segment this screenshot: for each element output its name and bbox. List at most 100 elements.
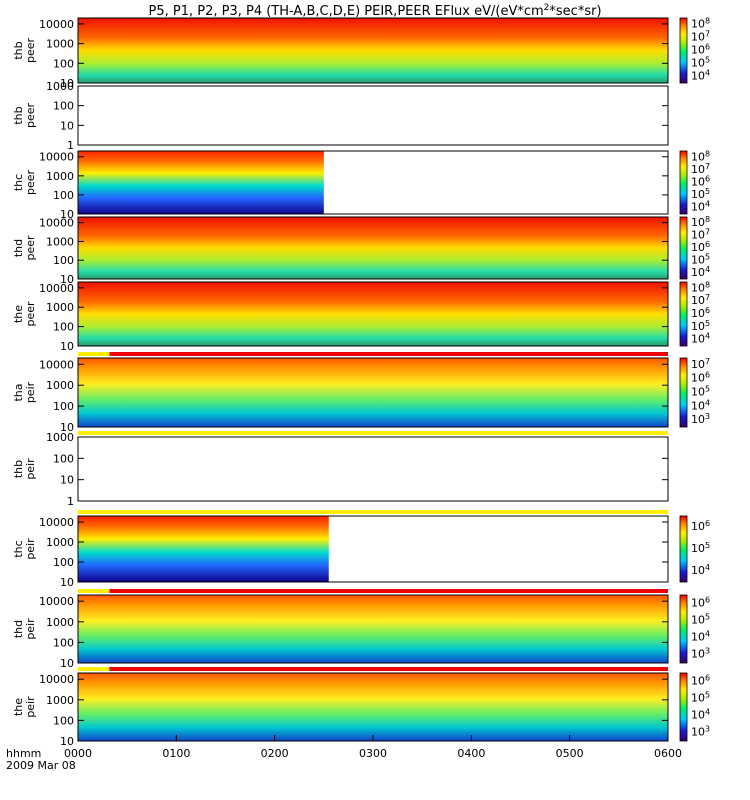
panel-thb-peer: 1 10 100 1000 thb peer (12, 80, 669, 152)
figure-title: P5, P1, P2, P3, P4 (TH-A,B,C,D,E) PEIR,P… (148, 3, 601, 19)
colorbar-tick-label: 106 (691, 519, 710, 533)
y-tick-label: 1000 (46, 379, 74, 392)
panel-frame (77, 436, 669, 502)
x-tick-label: 0300 (359, 747, 387, 760)
colorbar-tick-label: 106 (691, 371, 710, 385)
y-tick-label: 10 (60, 340, 74, 353)
y-tick-label: 1000 (46, 536, 74, 549)
colorbar (679, 515, 688, 583)
y-tick-label: 100 (53, 452, 74, 465)
y-tick-label: 10 (60, 273, 74, 286)
y-axis-label: peer (24, 170, 37, 196)
y-axis-label: peir (24, 696, 37, 718)
colorbar-tick-label: 103 (691, 725, 710, 739)
colorbar-tick-label: 105 (691, 319, 710, 333)
y-axis-label: peer (24, 235, 37, 261)
spectrogram-tha-peir (78, 358, 668, 427)
colorbar-tick-label: 104 (691, 69, 710, 83)
colorbar-tick-label: 105 (691, 56, 710, 70)
y-axis-label: thc (12, 540, 25, 557)
y-axis-label: peer (24, 103, 37, 129)
panel-frame (77, 515, 669, 583)
colorbar (679, 281, 688, 347)
spectrogram-thd-peer (78, 217, 668, 279)
y-tick-label: 10000 (39, 151, 74, 164)
quality-flag-yellow (78, 431, 668, 435)
panel-thc-peir: 10 100 1000 10000 thc peir 104 105 106 (12, 510, 710, 589)
y-tick-label: 100 (53, 636, 74, 649)
y-axis-label: thb (12, 106, 25, 124)
y-axis-label: thb (12, 41, 25, 59)
y-tick-label: 100 (53, 100, 74, 113)
colorbar-tick-label: 106 (691, 240, 710, 254)
colorbar-tick-label: 103 (691, 647, 710, 661)
y-axis-label: peer (24, 38, 37, 64)
colorbar (679, 150, 688, 215)
quality-flag-yellow (78, 667, 110, 671)
y-axis-label: the (12, 305, 25, 323)
panel-frame (77, 85, 669, 146)
y-tick-label: 10 (60, 421, 74, 434)
y-tick-label: 10 (60, 474, 74, 487)
x-tick-label: 0600 (654, 747, 682, 760)
y-tick-label: 100 (53, 556, 74, 569)
colorbar-tick-label: 106 (691, 43, 710, 57)
colorbar-tick-label: 105 (691, 613, 710, 627)
panel-frame (77, 216, 669, 280)
y-tick-label: 1000 (46, 235, 74, 248)
colorbar-tick-label: 105 (691, 385, 710, 399)
colorbar-tick-label: 107 (691, 162, 710, 176)
y-tick-label: 1 (67, 495, 74, 508)
y-tick-label: 1000 (46, 431, 74, 444)
spectrogram-the-peer (78, 282, 668, 346)
y-tick-label: 1 (67, 139, 74, 152)
colorbar-tick-label: 104 (691, 398, 710, 412)
y-tick-label: 100 (53, 189, 74, 202)
panel-frame (77, 357, 669, 428)
x-tick-label: 0500 (556, 747, 584, 760)
y-tick-label: 1000 (46, 80, 74, 93)
colorbar-tick-label: 104 (691, 200, 710, 214)
y-axis-label: thd (12, 620, 25, 638)
panel-frame (77, 594, 669, 664)
colorbar (679, 357, 688, 428)
y-tick-label: 10 (60, 119, 74, 132)
quality-flag-red (109, 589, 668, 593)
colorbar-tick-label: 104 (691, 708, 710, 722)
y-axis-label: thb (12, 460, 25, 478)
colorbar-tick-label: 104 (691, 563, 710, 577)
colorbar-tick-label: 105 (691, 187, 710, 201)
colorbar-tick-label: 107 (691, 293, 710, 307)
colorbar-tick-label: 106 (691, 674, 710, 688)
colorbar-tick-label: 105 (691, 691, 710, 705)
y-axis-label: thd (12, 239, 25, 257)
y-tick-label: 10000 (39, 217, 74, 230)
y-tick-label: 10 (60, 657, 74, 670)
y-tick-label: 1000 (46, 38, 74, 51)
colorbar-tick-label: 105 (691, 541, 710, 555)
panel-frame (77, 281, 669, 347)
colorbar-tick-label: 106 (691, 306, 710, 320)
quality-flag-red (109, 352, 668, 356)
quality-flag-yellow (78, 510, 668, 514)
spectrogram-thb-peer (78, 18, 668, 83)
y-axis-label: tha (12, 383, 25, 401)
colorbar-tick-label: 104 (691, 332, 710, 346)
colorbar-tick-label: 103 (691, 412, 710, 426)
x-tick-label: 0100 (162, 747, 190, 760)
colorbar-tick-label: 108 (691, 280, 710, 294)
colorbar-tick-label: 107 (691, 357, 710, 371)
y-tick-label: 10000 (39, 595, 74, 608)
colorbar (679, 17, 688, 84)
colorbar (679, 672, 688, 742)
y-axis-label: peir (24, 381, 37, 403)
y-tick-label: 10 (60, 576, 74, 589)
y-tick-label: 10 (60, 208, 74, 221)
x-tick-label: 0200 (261, 747, 289, 760)
y-tick-label: 10 (60, 77, 74, 90)
quality-flag-yellow (78, 589, 110, 593)
colorbar (679, 594, 688, 664)
